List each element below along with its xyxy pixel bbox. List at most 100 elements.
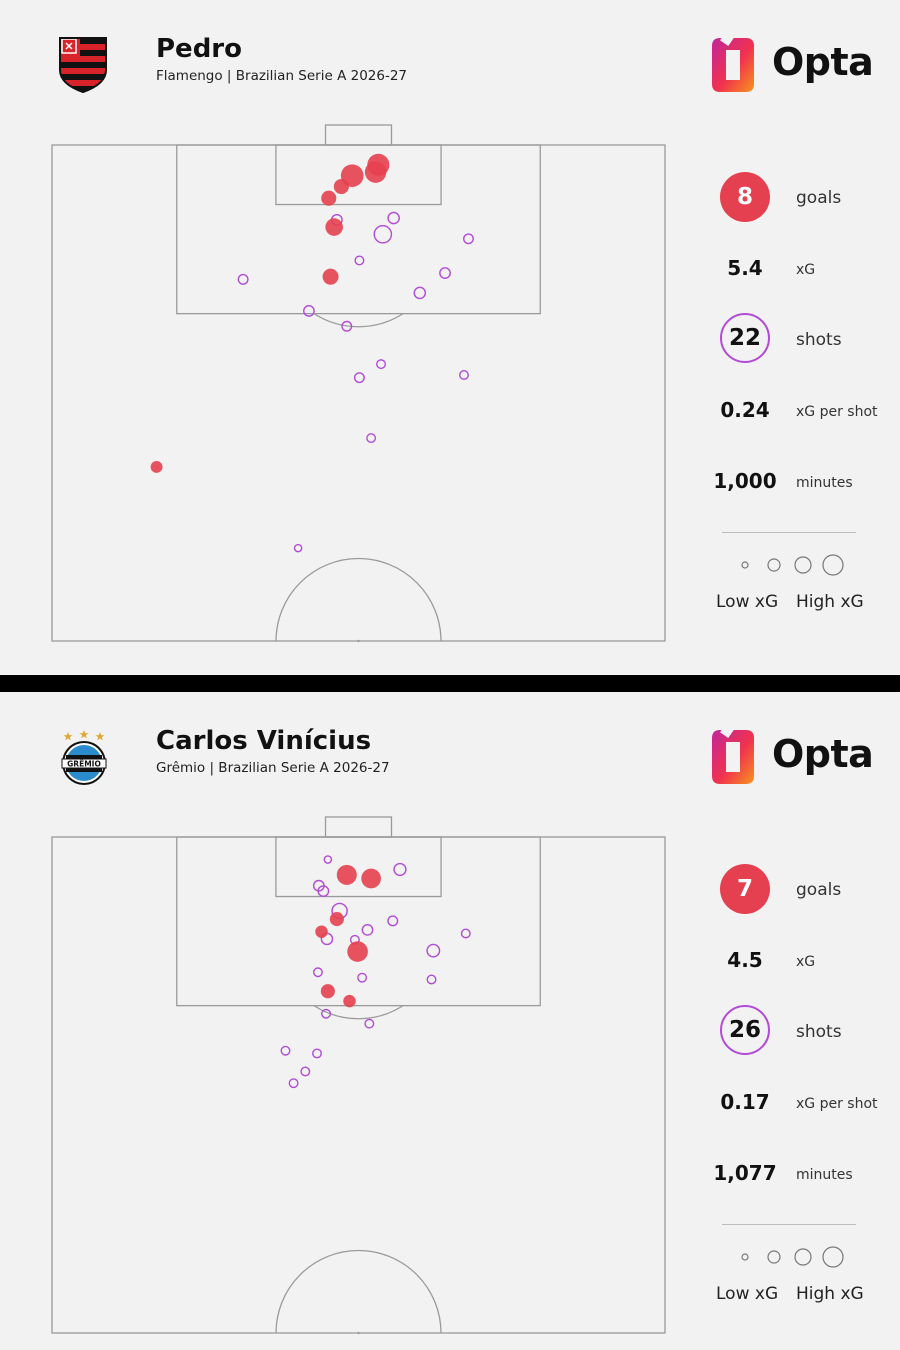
missed-shot-marker bbox=[300, 1066, 311, 1077]
legend-circle-l bbox=[822, 554, 844, 576]
player-panel: Pedro Flamengo | Brazilian Serie A 2026-… bbox=[0, 0, 900, 675]
missed-shot-marker bbox=[361, 923, 374, 936]
xg-size-legend bbox=[741, 554, 844, 576]
stats-divider bbox=[722, 532, 856, 533]
player-name: Carlos Vinícius bbox=[156, 726, 372, 756]
missed-shot-marker bbox=[237, 273, 249, 285]
minutes-value: 1,000 bbox=[713, 469, 777, 493]
missed-shot-marker bbox=[460, 928, 471, 939]
legend-circle-xs bbox=[741, 561, 749, 569]
penalty-arc bbox=[313, 1005, 404, 1020]
goal-shot-marker bbox=[329, 912, 344, 927]
goal-shot-marker bbox=[333, 178, 349, 195]
missed-shot-marker bbox=[354, 255, 365, 266]
missed-shot-marker bbox=[321, 1008, 332, 1019]
legend-high-label: High xG bbox=[796, 1284, 864, 1304]
pitch-lines bbox=[51, 124, 666, 643]
missed-shot-marker bbox=[341, 320, 353, 332]
shots-badge: 22 bbox=[720, 313, 770, 363]
legend-circle-xs bbox=[741, 1253, 749, 1261]
missed-shot-marker bbox=[293, 543, 303, 553]
xg-value: 5.4 bbox=[727, 256, 763, 280]
player-name: Pedro bbox=[156, 34, 242, 64]
missed-shot-marker bbox=[387, 211, 400, 225]
missed-shot-marker bbox=[426, 974, 437, 985]
player-subtitle: Grêmio | Brazilian Serie A 2026-27 bbox=[156, 760, 390, 776]
missed-shot-marker bbox=[323, 855, 333, 864]
missed-shot-marker bbox=[364, 1018, 375, 1029]
minutes-value: 1,077 bbox=[713, 1161, 777, 1185]
xg-label: xG bbox=[796, 954, 816, 970]
shots-label: shots bbox=[796, 330, 842, 350]
goal-shot-marker bbox=[320, 984, 335, 999]
xg-per-shot-label: xG per shot bbox=[796, 1096, 878, 1112]
missed-shot-marker bbox=[426, 943, 441, 958]
legend-circle-s bbox=[767, 558, 781, 572]
opta-logo-text: Opta bbox=[772, 732, 874, 776]
opta-logo: Opta bbox=[706, 34, 874, 96]
goal-frame bbox=[324, 816, 393, 838]
xg-per-shot-value: 0.24 bbox=[720, 398, 770, 422]
centre-circle bbox=[275, 1249, 442, 1334]
missed-shot-marker bbox=[459, 370, 469, 380]
missed-shot-marker bbox=[312, 1048, 322, 1059]
legend-low-label: Low xG bbox=[716, 592, 779, 612]
missed-shot-marker bbox=[317, 885, 330, 898]
penalty-arc bbox=[313, 313, 404, 328]
stats-divider bbox=[722, 1224, 856, 1225]
pitch-outline bbox=[51, 144, 666, 642]
flamengo-crest-icon bbox=[59, 37, 107, 94]
missed-shot-marker bbox=[366, 433, 377, 444]
missed-shot-marker bbox=[393, 862, 407, 877]
player-panel: GRÊMIO Carlos Vinícius Grêmio | Brazilia… bbox=[0, 692, 900, 1350]
legend-high-label: High xG bbox=[796, 592, 864, 612]
goal-shot-marker bbox=[322, 268, 339, 285]
goal-shot-marker bbox=[343, 994, 356, 1008]
goal-shot-marker bbox=[325, 218, 343, 236]
goal-shot-marker bbox=[364, 161, 387, 183]
opta-logo: Opta bbox=[706, 726, 874, 788]
missed-shot-marker bbox=[288, 1078, 299, 1089]
xg-per-shot-label: xG per shot bbox=[796, 404, 878, 420]
opta-mark-icon bbox=[712, 34, 754, 92]
legend-circle-s bbox=[767, 1250, 781, 1264]
missed-shot-marker bbox=[280, 1045, 291, 1056]
shot-map bbox=[51, 816, 666, 1335]
legend-circle-l bbox=[822, 1246, 844, 1268]
centre-spot bbox=[357, 1331, 360, 1335]
xg-size-legend bbox=[741, 1246, 844, 1268]
opta-logo-text: Opta bbox=[772, 40, 874, 84]
centre-spot bbox=[357, 639, 360, 643]
minutes-label: minutes bbox=[796, 475, 853, 491]
goal-frame bbox=[324, 124, 393, 146]
missed-shot-marker bbox=[413, 286, 427, 300]
goals-label: goals bbox=[796, 880, 842, 900]
six-yard-box bbox=[275, 836, 442, 898]
shots-badge: 26 bbox=[720, 1005, 770, 1055]
legend-low-label: Low xG bbox=[716, 1284, 779, 1304]
shot-map bbox=[51, 124, 666, 643]
centre-circle bbox=[275, 557, 442, 642]
pitch-lines bbox=[51, 816, 666, 1335]
pitch-outline bbox=[51, 836, 666, 1334]
goals-badge: 7 bbox=[720, 864, 770, 914]
missed-shot-marker bbox=[357, 972, 368, 983]
xg-per-shot-value: 0.17 bbox=[720, 1090, 770, 1114]
missed-shot-marker bbox=[353, 372, 365, 384]
missed-shot-marker bbox=[376, 359, 386, 370]
gremio-crest-text: GRÊMIO bbox=[67, 760, 101, 769]
goals-label: goals bbox=[796, 188, 842, 208]
player-subtitle: Flamengo | Brazilian Serie A 2026-27 bbox=[156, 68, 408, 84]
missed-shot-marker bbox=[387, 915, 399, 927]
goal-shot-marker bbox=[336, 864, 357, 885]
missed-shot-marker bbox=[439, 267, 451, 279]
xg-label: xG bbox=[796, 262, 816, 278]
missed-shot-marker bbox=[463, 233, 474, 245]
missed-shot-marker bbox=[303, 305, 315, 317]
goal-shot-marker bbox=[150, 461, 163, 473]
xg-value: 4.5 bbox=[727, 948, 763, 972]
goal-shot-marker bbox=[361, 868, 381, 889]
legend-circle-m bbox=[794, 556, 812, 574]
minutes-label: minutes bbox=[796, 1167, 853, 1183]
gremio-crest-icon: GRÊMIO bbox=[61, 730, 107, 785]
